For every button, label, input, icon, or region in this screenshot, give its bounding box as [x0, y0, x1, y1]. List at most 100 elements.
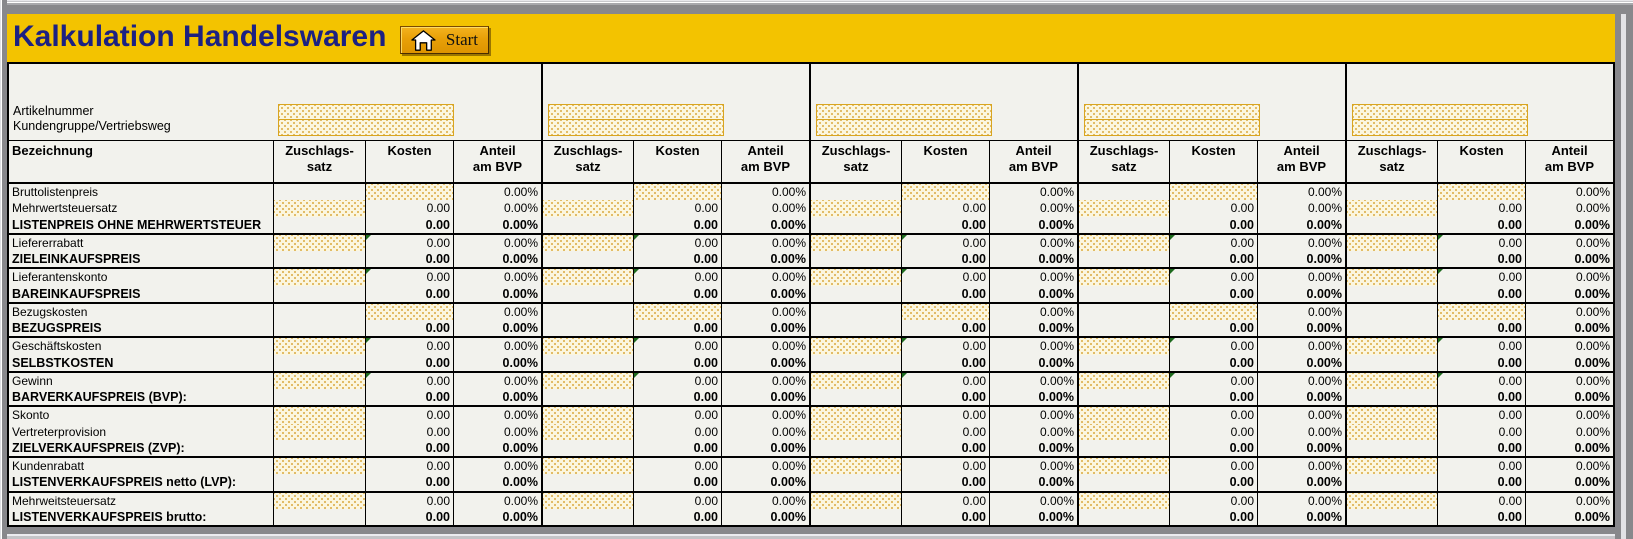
zuschlagssatz-input-cell[interactable]	[541, 407, 633, 424]
zuschlagssatz-cell	[1345, 439, 1437, 456]
zuschlagssatz-input-cell[interactable]	[1345, 234, 1437, 251]
zuschlagssatz-input-cell[interactable]	[809, 458, 901, 475]
zuschlagssatz-input-cell[interactable]	[273, 200, 365, 217]
zuschlagssatz-input-cell[interactable]	[1345, 423, 1437, 440]
zuschlagssatz-input-cell[interactable]	[541, 423, 633, 440]
kosten-value: 0.00	[901, 423, 989, 440]
zuschlagssatz-input-cell[interactable]	[541, 458, 633, 475]
zuschlagssatz-input-cell[interactable]	[273, 269, 365, 286]
zuschlagssatz-input-cell[interactable]	[1345, 492, 1437, 509]
table-section: Geschäftskosten 0.00 0.00% 0.00 0.00% 0.00 0.0…	[9, 336, 1613, 371]
zuschlagssatz-input-cell[interactable]	[1077, 200, 1169, 217]
zuschlagssatz-input-cell[interactable]	[273, 338, 365, 355]
artikelnummer-input[interactable]	[549, 105, 723, 120]
start-button[interactable]: Start	[400, 26, 489, 54]
zuschlagssatz-input-cell[interactable]	[541, 200, 633, 217]
zuschlagssatz-input-cell[interactable]	[809, 200, 901, 217]
zuschlagssatz-input-cell[interactable]	[1345, 372, 1437, 389]
kosten-input-cell[interactable]	[365, 184, 453, 201]
zuschlagssatz-input-cell[interactable]	[541, 338, 633, 355]
kosten-input-cell[interactable]	[901, 303, 989, 320]
calculation-sheet: Artikelnummer Kundengruppe/Vertriebsweg B…	[7, 62, 1615, 527]
table-section: Skonto 0.00 0.00% 0.00 0.00% 0.00 0.00% 0.00 0.0…	[9, 405, 1613, 456]
zuschlagssatz-input-cell[interactable]	[809, 269, 901, 286]
anteil-value: 0.00%	[453, 184, 541, 201]
zuschlagssatz-cell	[1345, 508, 1437, 525]
zuschlagssatz-cell	[809, 474, 901, 491]
zuschlagssatz-input-cell[interactable]	[809, 372, 901, 389]
column-header-kosten: Kosten	[633, 141, 721, 182]
kosten-input-cell[interactable]	[633, 184, 721, 201]
zuschlagssatz-cell	[273, 508, 365, 525]
table-section: Kundenrabatt 0.00 0.00% 0.00 0.00% 0.00 0.00% 0…	[9, 456, 1613, 491]
artikelnummer-input[interactable]	[1353, 105, 1527, 120]
kosten-value: 0.00	[1437, 320, 1525, 337]
kundengruppe-input[interactable]	[1085, 120, 1259, 135]
anteil-value: 0.00%	[453, 407, 541, 424]
kosten-input-cell[interactable]	[1169, 303, 1257, 320]
zuschlagssatz-cell	[809, 320, 901, 337]
zuschlagssatz-cell	[541, 389, 633, 406]
zuschlagssatz-input-cell[interactable]	[273, 458, 365, 475]
comment-marker-icon	[1170, 338, 1175, 344]
zuschlagssatz-input-cell[interactable]	[1077, 372, 1169, 389]
artikelnummer-input[interactable]	[1085, 105, 1259, 120]
artikelnummer-input[interactable]	[817, 105, 991, 120]
zuschlagssatz-cell	[1077, 474, 1169, 491]
kosten-value: 0.00	[365, 354, 453, 371]
zuschlagssatz-input-cell[interactable]	[273, 372, 365, 389]
zuschlagssatz-input-cell[interactable]	[809, 234, 901, 251]
zuschlagssatz-input-cell[interactable]	[809, 338, 901, 355]
table-row: BAREINKAUFSPREIS 0.00 0.00% 0.00 0.00% 0.00 0.…	[9, 285, 1613, 302]
column-header-kosten: Kosten	[1169, 141, 1257, 182]
kosten-value: 0.00	[365, 338, 453, 355]
zuschlagssatz-input-cell[interactable]	[809, 492, 901, 509]
kundengruppe-input[interactable]	[549, 120, 723, 135]
zuschlagssatz-input-cell[interactable]	[541, 372, 633, 389]
kosten-input-cell[interactable]	[1437, 184, 1525, 201]
zuschlagssatz-input-cell[interactable]	[541, 234, 633, 251]
zuschlagssatz-input-cell[interactable]	[1077, 234, 1169, 251]
kundengruppe-input[interactable]	[1353, 120, 1527, 135]
kosten-value: 0.00	[365, 407, 453, 424]
zuschlagssatz-input-cell[interactable]	[1077, 269, 1169, 286]
zuschlagssatz-input-cell[interactable]	[1077, 338, 1169, 355]
kosten-input-cell[interactable]	[1437, 303, 1525, 320]
zuschlagssatz-input-cell[interactable]	[1345, 269, 1437, 286]
zuschlagssatz-input-cell[interactable]	[1077, 407, 1169, 424]
kundengruppe-input[interactable]	[817, 120, 991, 135]
kosten-input-cell[interactable]	[633, 303, 721, 320]
kosten-value: 0.00	[1169, 200, 1257, 217]
kosten-value: 0.00	[1437, 234, 1525, 251]
anteil-value: 0.00%	[989, 251, 1077, 268]
zuschlagssatz-input-cell[interactable]	[1077, 423, 1169, 440]
comment-marker-icon	[634, 234, 639, 240]
anteil-value: 0.00%	[453, 320, 541, 337]
kosten-input-cell[interactable]	[901, 184, 989, 201]
zuschlagssatz-input-cell[interactable]	[273, 407, 365, 424]
column-header-anteil: Anteil am BVP	[1525, 141, 1613, 182]
kosten-value: 0.00	[1169, 285, 1257, 302]
zuschlagssatz-input-cell[interactable]	[809, 407, 901, 424]
anteil-value: 0.00%	[1525, 423, 1613, 440]
zuschlagssatz-input-cell[interactable]	[273, 423, 365, 440]
zuschlagssatz-input-cell[interactable]	[1077, 492, 1169, 509]
zuschlagssatz-input-cell[interactable]	[1077, 458, 1169, 475]
zuschlagssatz-input-cell[interactable]	[273, 492, 365, 509]
artikelnummer-input[interactable]	[279, 105, 453, 120]
zuschlagssatz-input-cell[interactable]	[541, 269, 633, 286]
table-row: Liefererrabatt 0.00 0.00% 0.00 0.00% 0.00 0.00…	[9, 234, 1613, 251]
zuschlagssatz-input-cell[interactable]	[273, 234, 365, 251]
kundengruppe-input[interactable]	[279, 120, 453, 135]
zuschlagssatz-input-cell[interactable]	[1345, 338, 1437, 355]
zuschlagssatz-input-cell[interactable]	[1345, 407, 1437, 424]
kosten-value: 0.00	[901, 372, 989, 389]
kosten-value: 0.00	[633, 458, 721, 475]
kosten-input-cell[interactable]	[365, 303, 453, 320]
kosten-value: 0.00	[365, 439, 453, 456]
zuschlagssatz-input-cell[interactable]	[1345, 200, 1437, 217]
kosten-input-cell[interactable]	[1169, 184, 1257, 201]
zuschlagssatz-input-cell[interactable]	[809, 423, 901, 440]
zuschlagssatz-input-cell[interactable]	[1345, 458, 1437, 475]
zuschlagssatz-input-cell[interactable]	[541, 492, 633, 509]
